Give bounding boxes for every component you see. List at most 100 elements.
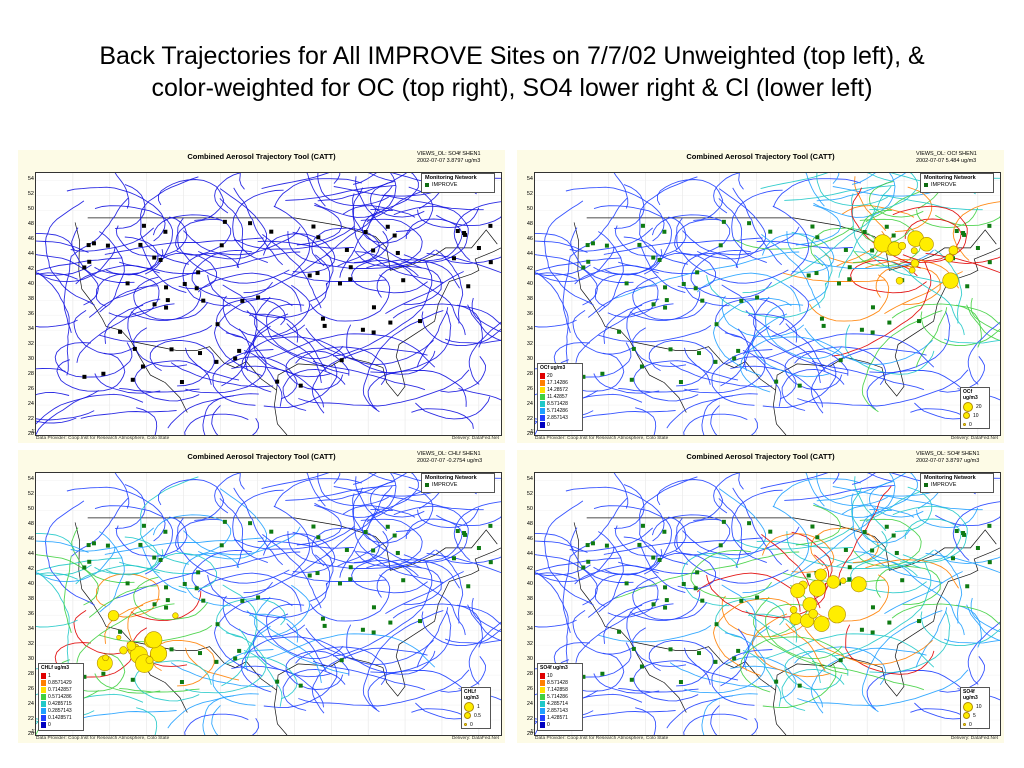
site-marker-icon[interactable] — [320, 316, 325, 321]
site-marker-icon[interactable] — [164, 305, 169, 310]
site-marker-icon[interactable] — [917, 619, 922, 624]
site-marker-icon[interactable] — [755, 295, 760, 300]
site-marker-icon[interactable] — [401, 578, 406, 583]
site-marker-icon[interactable] — [215, 622, 220, 627]
site-marker-icon[interactable] — [662, 529, 667, 534]
site-marker-icon[interactable] — [870, 630, 875, 635]
site-marker-icon[interactable] — [810, 524, 815, 529]
trajectory-map[interactable] — [35, 472, 502, 736]
site-marker-icon[interactable] — [695, 270, 700, 275]
site-marker-icon[interactable] — [843, 247, 848, 252]
site-marker-icon[interactable] — [894, 550, 899, 555]
site-marker-icon[interactable] — [455, 229, 460, 234]
concentration-circle-icon[interactable] — [850, 576, 867, 593]
site-marker-icon[interactable] — [713, 659, 718, 664]
site-marker-icon[interactable] — [821, 323, 826, 328]
site-marker-icon[interactable] — [388, 320, 393, 325]
site-marker-icon[interactable] — [678, 380, 683, 385]
site-marker-icon[interactable] — [768, 229, 773, 234]
site-marker-icon[interactable] — [797, 683, 802, 688]
site-marker-icon[interactable] — [700, 598, 705, 603]
site-marker-icon[interactable] — [233, 356, 238, 361]
site-marker-icon[interactable] — [462, 530, 467, 535]
site-marker-icon[interactable] — [371, 605, 376, 610]
site-marker-icon[interactable] — [651, 302, 656, 307]
site-marker-icon[interactable] — [165, 298, 170, 303]
site-marker-icon[interactable] — [837, 281, 842, 286]
site-marker-icon[interactable] — [657, 557, 662, 562]
concentration-circle-icon[interactable] — [919, 236, 934, 252]
concentration-circle-icon[interactable] — [126, 641, 137, 651]
site-marker-icon[interactable] — [163, 529, 168, 534]
site-marker-icon[interactable] — [101, 671, 106, 676]
site-marker-icon[interactable] — [395, 250, 400, 255]
site-marker-icon[interactable] — [194, 286, 199, 291]
site-marker-icon[interactable] — [214, 359, 219, 364]
site-marker-icon[interactable] — [651, 555, 656, 560]
site-marker-icon[interactable] — [961, 230, 966, 235]
site-marker-icon[interactable] — [240, 298, 245, 303]
site-marker-icon[interactable] — [663, 305, 668, 310]
site-marker-icon[interactable] — [338, 581, 343, 586]
site-marker-icon[interactable] — [713, 359, 718, 364]
site-marker-icon[interactable] — [663, 605, 668, 610]
site-marker-icon[interactable] — [891, 233, 896, 238]
concentration-circle-icon[interactable] — [948, 245, 959, 256]
site-marker-icon[interactable] — [987, 260, 992, 265]
site-marker-icon[interactable] — [196, 270, 201, 275]
site-marker-icon[interactable] — [363, 530, 368, 535]
trajectory-map[interactable] — [534, 172, 1001, 436]
site-marker-icon[interactable] — [838, 658, 843, 663]
site-marker-icon[interactable] — [152, 255, 157, 260]
site-marker-icon[interactable] — [141, 523, 146, 528]
site-marker-icon[interactable] — [222, 219, 227, 224]
site-marker-icon[interactable] — [125, 281, 130, 286]
site-marker-icon[interactable] — [371, 630, 376, 635]
site-marker-icon[interactable] — [624, 581, 629, 586]
site-marker-icon[interactable] — [797, 383, 802, 388]
site-marker-icon[interactable] — [975, 545, 980, 550]
site-marker-icon[interactable] — [275, 679, 280, 684]
site-marker-icon[interactable] — [806, 573, 811, 578]
site-marker-icon[interactable] — [581, 374, 586, 379]
site-marker-icon[interactable] — [418, 319, 423, 324]
site-marker-icon[interactable] — [488, 260, 493, 265]
site-marker-icon[interactable] — [663, 285, 668, 290]
site-marker-icon[interactable] — [954, 529, 959, 534]
site-marker-icon[interactable] — [590, 241, 595, 246]
site-marker-icon[interactable] — [600, 671, 605, 676]
site-marker-icon[interactable] — [233, 656, 238, 661]
site-marker-icon[interactable] — [891, 533, 896, 538]
site-marker-icon[interactable] — [884, 224, 889, 229]
site-marker-icon[interactable] — [639, 364, 644, 369]
concentration-circle-icon[interactable] — [102, 654, 109, 662]
site-marker-icon[interactable] — [165, 598, 170, 603]
site-marker-icon[interactable] — [344, 247, 349, 252]
site-marker-icon[interactable] — [87, 259, 92, 264]
concentration-circle-icon[interactable] — [789, 606, 798, 614]
site-marker-icon[interactable] — [657, 257, 662, 262]
site-marker-icon[interactable] — [843, 547, 848, 552]
site-marker-icon[interactable] — [222, 519, 227, 524]
site-marker-icon[interactable] — [363, 230, 368, 235]
site-marker-icon[interactable] — [130, 677, 135, 682]
site-marker-icon[interactable] — [476, 245, 481, 250]
site-marker-icon[interactable] — [663, 585, 668, 590]
site-marker-icon[interactable] — [179, 680, 184, 685]
site-marker-icon[interactable] — [617, 329, 622, 334]
site-marker-icon[interactable] — [693, 286, 698, 291]
site-marker-icon[interactable] — [637, 242, 642, 247]
concentration-circle-icon[interactable] — [826, 575, 840, 589]
site-marker-icon[interactable] — [164, 285, 169, 290]
site-marker-icon[interactable] — [721, 219, 726, 224]
site-marker-icon[interactable] — [140, 364, 145, 369]
site-marker-icon[interactable] — [604, 543, 609, 548]
site-marker-icon[interactable] — [987, 560, 992, 565]
site-marker-icon[interactable] — [138, 542, 143, 547]
site-marker-icon[interactable] — [697, 651, 702, 656]
site-marker-icon[interactable] — [164, 605, 169, 610]
site-marker-icon[interactable] — [747, 521, 752, 526]
site-marker-icon[interactable] — [179, 380, 184, 385]
concentration-circle-icon[interactable] — [802, 597, 817, 612]
site-marker-icon[interactable] — [395, 550, 400, 555]
